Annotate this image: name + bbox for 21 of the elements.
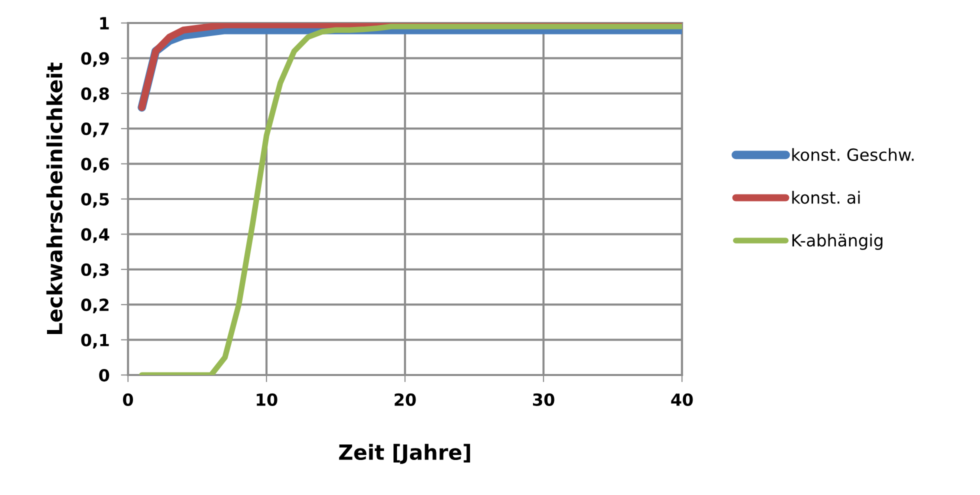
y-tick-label: 0 <box>99 368 110 382</box>
legend-label: K-abhängig <box>792 234 882 250</box>
x-tick-label: 30 <box>533 393 554 406</box>
y-tick-label: 0,5 <box>81 192 109 208</box>
y-tick-label: 0,6 <box>81 158 110 172</box>
y-axis-title: Leckwahrscheinlichkeit <box>46 62 62 334</box>
y-tick-label: 0,7 <box>81 122 109 138</box>
x-tick-label: 10 <box>256 393 278 406</box>
x-axis-title: Zeit [Jahre] <box>339 444 470 464</box>
x-tick-label: 0 <box>123 393 133 406</box>
legend-label: konst. Geschw. <box>792 148 914 162</box>
x-tick-label: 40 <box>671 393 693 406</box>
y-tick-label: 0,1 <box>81 334 109 348</box>
y-tick-label: 0,2 <box>81 298 108 314</box>
y-tick-label: 0,9 <box>81 52 109 67</box>
y-tick-label: 0,4 <box>81 228 110 243</box>
y-tick-label: 0,8 <box>81 87 109 102</box>
y-tick-label: 1 <box>100 17 109 30</box>
legend-label: konst. ai <box>792 190 860 204</box>
x-tick-label: 20 <box>394 393 416 406</box>
y-tick-label: 0,3 <box>81 263 109 278</box>
